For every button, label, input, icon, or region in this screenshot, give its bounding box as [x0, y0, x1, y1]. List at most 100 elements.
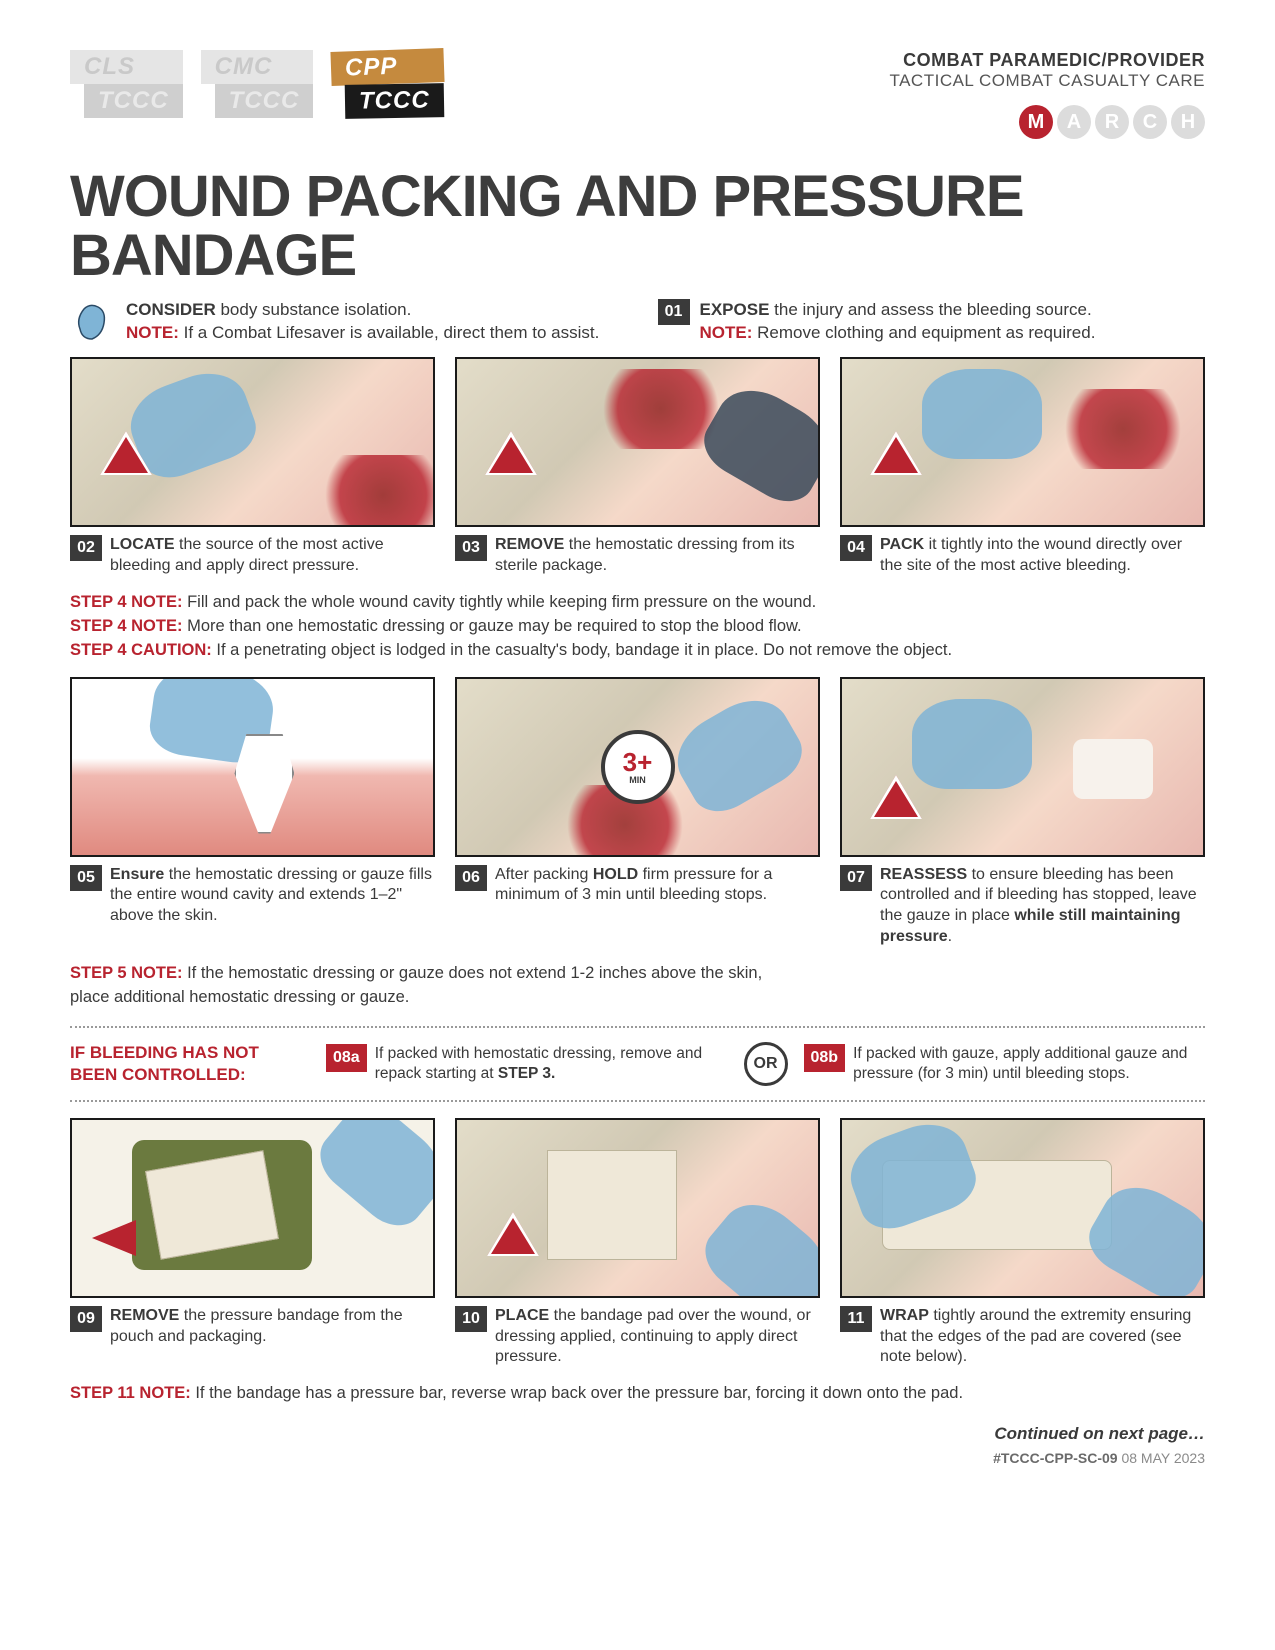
panel-02: 02 LOCATE the source of the most active … [70, 357, 435, 577]
continued: Continued on next page… [70, 1424, 1205, 1444]
march-h: H [1171, 105, 1205, 139]
timer-unit: MIN [629, 775, 646, 785]
panel-09: 09 REMOVE the pressure bandage from the … [70, 1118, 435, 1368]
step-01: 01 EXPOSE the injury and assess the blee… [658, 299, 1206, 345]
consider-rest: body substance isolation. [216, 300, 412, 319]
row-b: 05 Ensure the hemostatic dressing or gau… [70, 677, 1205, 948]
step-08b-num: 08b [804, 1044, 846, 1073]
step-11-num: 11 [840, 1306, 872, 1332]
panel-04-img [840, 357, 1205, 527]
panel-04: 04 PACK it tightly into the wound direct… [840, 357, 1205, 577]
step-04-rest: it tightly into the wound directly over … [880, 536, 1182, 574]
logo-cmc: CMC TCCC [201, 50, 314, 118]
consider-bold: CONSIDER [126, 300, 216, 319]
march-r: R [1095, 105, 1129, 139]
doc-code: #TCCC-CPP-SC-09 [993, 1450, 1117, 1466]
panel-07-img [840, 677, 1205, 857]
panel-05-img [70, 677, 435, 857]
step-02-num: 02 [70, 535, 102, 561]
step-07-tail: . [948, 928, 952, 945]
keep-pressure-icon [870, 775, 922, 819]
step-10-bold: PLACE [495, 1307, 549, 1324]
step-06-bold: HOLD [593, 866, 638, 883]
panel-10-img [455, 1118, 820, 1298]
note5-label: STEP 5 NOTE: [70, 964, 182, 982]
step-01-bold: EXPOSE [700, 300, 770, 319]
panel-07: 07 REASSESS to ensure bleeding has been … [840, 677, 1205, 948]
panel-02-img [70, 357, 435, 527]
note4c-label: STEP 4 CAUTION: [70, 641, 212, 659]
step-01-num: 01 [658, 299, 690, 325]
or-badge: OR [744, 1042, 788, 1086]
row-a: 02 LOCATE the source of the most active … [70, 357, 1205, 577]
step-01-note: Remove clothing and equipment as require… [752, 323, 1095, 342]
panel-05: 05 Ensure the hemostatic dressing or gau… [70, 677, 435, 948]
step4-notes: STEP 4 NOTE: Fill and pack the whole wou… [70, 591, 1205, 663]
step-05-num: 05 [70, 865, 102, 891]
step-10-num: 10 [455, 1306, 487, 1332]
keep-pressure-icon [870, 431, 922, 475]
step-06-pre: After packing [495, 866, 593, 883]
intro-row: CONSIDER body substance isolation. NOTE:… [70, 299, 1205, 345]
step-09-num: 09 [70, 1306, 102, 1332]
march-m: M [1019, 105, 1053, 139]
step-07-bold: REASSESS [880, 866, 967, 883]
step-08a-num: 08a [326, 1044, 367, 1073]
step-04-bold: PACK [880, 536, 924, 553]
page-header: CLS TCCC CMC TCCC CPP TCCC COMBAT PARAME… [70, 50, 1205, 139]
step-08a-bold: STEP 3. [498, 1065, 555, 1082]
step-01-note-label: NOTE: [700, 323, 753, 342]
role-line: COMBAT PARAMEDIC/PROVIDER [889, 50, 1205, 71]
divider-section: IF BLEEDING HAS NOT BEEN CONTROLLED: 08a… [70, 1026, 1205, 1102]
step-09-bold: REMOVE [110, 1307, 179, 1324]
sub-line: TACTICAL COMBAT CASUALTY CARE [889, 71, 1205, 91]
step-03-bold: REMOVE [495, 536, 564, 553]
consider-note-label: NOTE: [126, 323, 179, 342]
step-04-num: 04 [840, 535, 872, 561]
step-01-rest: the injury and assess the bleeding sourc… [769, 300, 1091, 319]
intro-consider: CONSIDER body substance isolation. NOTE:… [70, 299, 618, 345]
timer-icon: 3+ MIN [601, 730, 675, 804]
consider-note: If a Combat Lifesaver is available, dire… [179, 323, 599, 342]
step-06-num: 06 [455, 865, 487, 891]
step-08b-text: If packed with gauze, apply additional g… [853, 1044, 1205, 1084]
doc-id: #TCCC-CPP-SC-09 08 MAY 2023 [70, 1450, 1205, 1466]
keep-pressure-icon [487, 1212, 539, 1256]
step-11-bold: WRAP [880, 1307, 929, 1324]
option-08b: 08b If packed with gauze, apply addition… [804, 1044, 1206, 1084]
note4a-label: STEP 4 NOTE: [70, 593, 182, 611]
step-05-bold: Ensure [110, 866, 164, 883]
note11-text: If the bandage has a pressure bar, rever… [191, 1384, 963, 1402]
step-03-num: 03 [455, 535, 487, 561]
panel-09-img [70, 1118, 435, 1298]
march-badges: M A R C H [889, 105, 1205, 139]
note4a-text: Fill and pack the whole wound cavity tig… [182, 593, 816, 611]
panel-10: 10 PLACE the bandage pad over the wound,… [455, 1118, 820, 1368]
divider-title: IF BLEEDING HAS NOT BEEN CONTROLLED: [70, 1042, 310, 1086]
step11-note: STEP 11 NOTE: If the bandage has a press… [70, 1382, 1205, 1406]
panel-11-img [840, 1118, 1205, 1298]
arrow-icon [92, 1220, 136, 1256]
march-a: A [1057, 105, 1091, 139]
step5-note: STEP 5 NOTE: If the hemostatic dressing … [70, 962, 790, 1010]
note4c-text: If a penetrating object is lodged in the… [212, 641, 952, 659]
logo-cls: CLS TCCC [70, 50, 183, 118]
panel-06-img: 3+ MIN [455, 677, 820, 857]
note11-label: STEP 11 NOTE: [70, 1384, 191, 1402]
step-02-bold: LOCATE [110, 536, 175, 553]
row-c: 09 REMOVE the pressure bandage from the … [70, 1118, 1205, 1368]
logo-cpp: CPP TCCC [331, 50, 444, 118]
doc-date: 08 MAY 2023 [1118, 1450, 1205, 1466]
header-right: COMBAT PARAMEDIC/PROVIDER TACTICAL COMBA… [889, 50, 1205, 139]
keep-pressure-icon [485, 431, 537, 475]
step-07-num: 07 [840, 865, 872, 891]
page-title: WOUND PACKING AND PRESSURE BANDAGE [70, 167, 1205, 285]
panel-03-img [455, 357, 820, 527]
timer-value: 3+ [623, 749, 653, 775]
note4b-text: More than one hemostatic dressing or gau… [182, 617, 801, 635]
option-08a: 08a If packed with hemostatic dressing, … [326, 1044, 728, 1084]
note4b-label: STEP 4 NOTE: [70, 617, 182, 635]
glove-icon [70, 299, 114, 343]
panel-06: 3+ MIN 06 After packing HOLD firm pressu… [455, 677, 820, 948]
keep-pressure-icon [100, 431, 152, 475]
